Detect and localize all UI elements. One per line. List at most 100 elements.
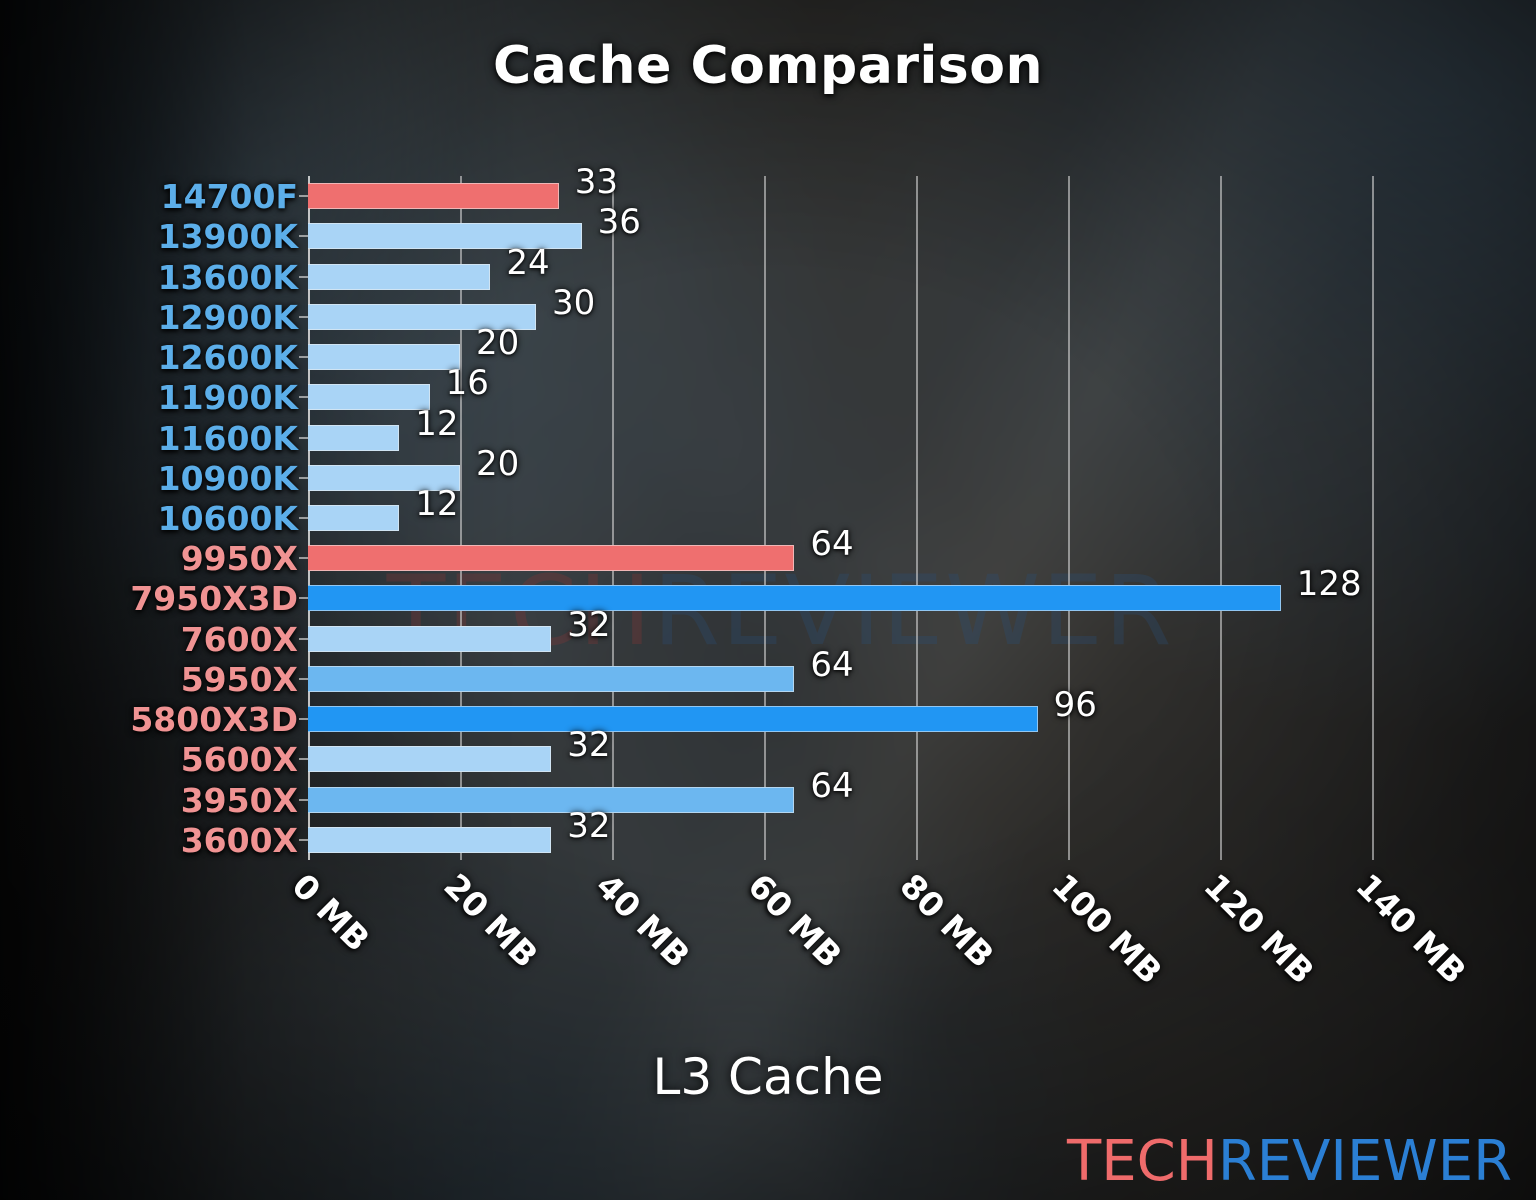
y-tick-mark (299, 677, 308, 680)
bar-value-14700f: 33 (574, 162, 619, 203)
bar-7600x (308, 625, 552, 652)
bar-row (299, 505, 1524, 531)
bar-row (299, 786, 1524, 813)
bar-row (299, 263, 1524, 290)
x-tick-label-100mb: 100 MB (1044, 866, 1170, 992)
bar-value-5800x3d: 96 (1053, 685, 1097, 726)
bar-5800x3d (308, 706, 1038, 733)
y-label-5800x3d: 5800X3D (130, 700, 298, 740)
bar-row (299, 424, 1524, 451)
x-tick-label-120mb: 120 MB (1196, 866, 1322, 992)
y-label-12600k: 12600K (157, 338, 298, 378)
y-tick-mark (299, 275, 308, 278)
brand-logo: TECHREVIEWER (1067, 1129, 1512, 1194)
plot-area: 33 36 24 30 20 16 12 20 12 64 128 32 64 96 32 64 32 (299, 165, 1524, 860)
bar-12600k (308, 344, 460, 371)
x-tick-label-80mb: 80 MB (892, 866, 1002, 976)
y-label-14700f: 14700F (160, 177, 298, 217)
bar-value-5950x: 64 (810, 644, 854, 685)
bar-10900k (308, 464, 460, 491)
brand-logo-reviewer: REVIEWER (1217, 1129, 1512, 1194)
bar-value-13600k: 24 (506, 242, 550, 283)
y-label-10600k: 10600K (157, 499, 298, 538)
x-tick-label-140mb: 140 MB (1348, 866, 1474, 992)
gridline-120mb (1220, 176, 1222, 860)
y-tick-mark (299, 838, 308, 841)
gridline-20mb (460, 176, 462, 860)
bar-row (299, 826, 1524, 853)
y-label-10900k: 10900K (157, 458, 298, 498)
bar-13900k (308, 223, 582, 250)
bar-value-11900k: 16 (445, 363, 489, 404)
gridline-60mb (764, 176, 766, 860)
x-tick-label-60mb: 60 MB (740, 866, 850, 976)
y-tick-mark (299, 396, 308, 399)
bar-14700f (308, 183, 559, 210)
y-label-12900k: 12900K (157, 297, 298, 337)
y-tick-mark (299, 235, 308, 238)
x-tick-label-20mb: 20 MB (436, 866, 546, 976)
y-label-11900k: 11900K (157, 378, 298, 418)
bar-row (299, 746, 1524, 773)
y-axis-category-labels: 14700F 13900K 13600K 12900K 12600K 11900K 1160… (0, 176, 298, 860)
y-label-5600x: 5600X (180, 740, 298, 780)
bar-row (299, 545, 1524, 572)
bar-row (299, 223, 1524, 250)
y-label-13600k: 13600K (157, 257, 298, 297)
y-label-3600x: 3600X (180, 820, 298, 860)
y-label-9950x: 9950X (180, 539, 298, 579)
bar-row (299, 183, 1524, 210)
bar-5600x (308, 746, 552, 773)
bar-value-10600k: 12 (415, 484, 459, 524)
x-axis-tick-labels: 0 MB 20 MB 40 MB 60 MB 80 MB 100 MB 120 MB 140 … (284, 866, 1524, 1016)
y-tick-mark (299, 557, 308, 560)
bar-row (299, 384, 1524, 411)
bar-value-12600k: 20 (476, 323, 520, 364)
bar-value-9950x: 64 (810, 524, 854, 565)
bar-row (299, 344, 1524, 371)
bar-value-7600x: 32 (567, 604, 611, 645)
bar-row (299, 303, 1524, 330)
y-label-13900k: 13900K (157, 217, 298, 257)
bar-13600k (308, 263, 491, 290)
bar-7950x3d (308, 585, 1281, 612)
y-tick-mark (299, 476, 308, 479)
bar-12900k (308, 303, 536, 330)
bar-value-7950x3d: 128 (1296, 564, 1362, 605)
y-tick-mark (299, 517, 308, 519)
y-label-7600x: 7600X (180, 619, 298, 659)
bar-value-5600x: 32 (567, 725, 611, 766)
bar-row (299, 625, 1524, 652)
y-tick-mark (299, 356, 308, 359)
bar-value-12900k: 30 (552, 282, 596, 323)
bar-value-11600k: 12 (415, 403, 459, 444)
y-tick-mark (299, 195, 308, 198)
y-tick-mark (299, 315, 308, 318)
bar-value-13900k: 36 (597, 202, 641, 243)
y-tick-mark (299, 637, 308, 640)
y-label-11600k: 11600K (157, 418, 298, 458)
bar-value-3600x: 32 (567, 805, 611, 846)
bar-11900k (308, 384, 430, 411)
y-tick-mark (299, 597, 308, 600)
gridline-40mb (612, 176, 614, 860)
x-axis-title: L3 Cache (652, 1048, 884, 1106)
page-title: Cache Comparison (492, 36, 1043, 96)
y-label-3950x: 3950X (180, 780, 298, 820)
bar-row (299, 706, 1524, 733)
y-label-7950x3d: 7950X3D (130, 579, 298, 619)
y-label-5950x: 5950X (180, 659, 298, 699)
y-tick-mark (299, 436, 308, 439)
x-tick-label-40mb: 40 MB (588, 866, 698, 976)
bar-row (299, 585, 1524, 612)
gridline-100mb (1068, 176, 1070, 860)
bar-row (299, 665, 1524, 692)
bar-11600k (308, 424, 400, 451)
brand-logo-tech: TECH (1067, 1129, 1218, 1194)
gridline-140mb (1372, 176, 1374, 860)
y-tick-mark (299, 718, 308, 721)
bar-10600k (308, 505, 400, 531)
bar-value-10900k: 20 (476, 443, 520, 484)
bar-3950x (308, 786, 795, 813)
y-tick-mark (299, 798, 308, 801)
